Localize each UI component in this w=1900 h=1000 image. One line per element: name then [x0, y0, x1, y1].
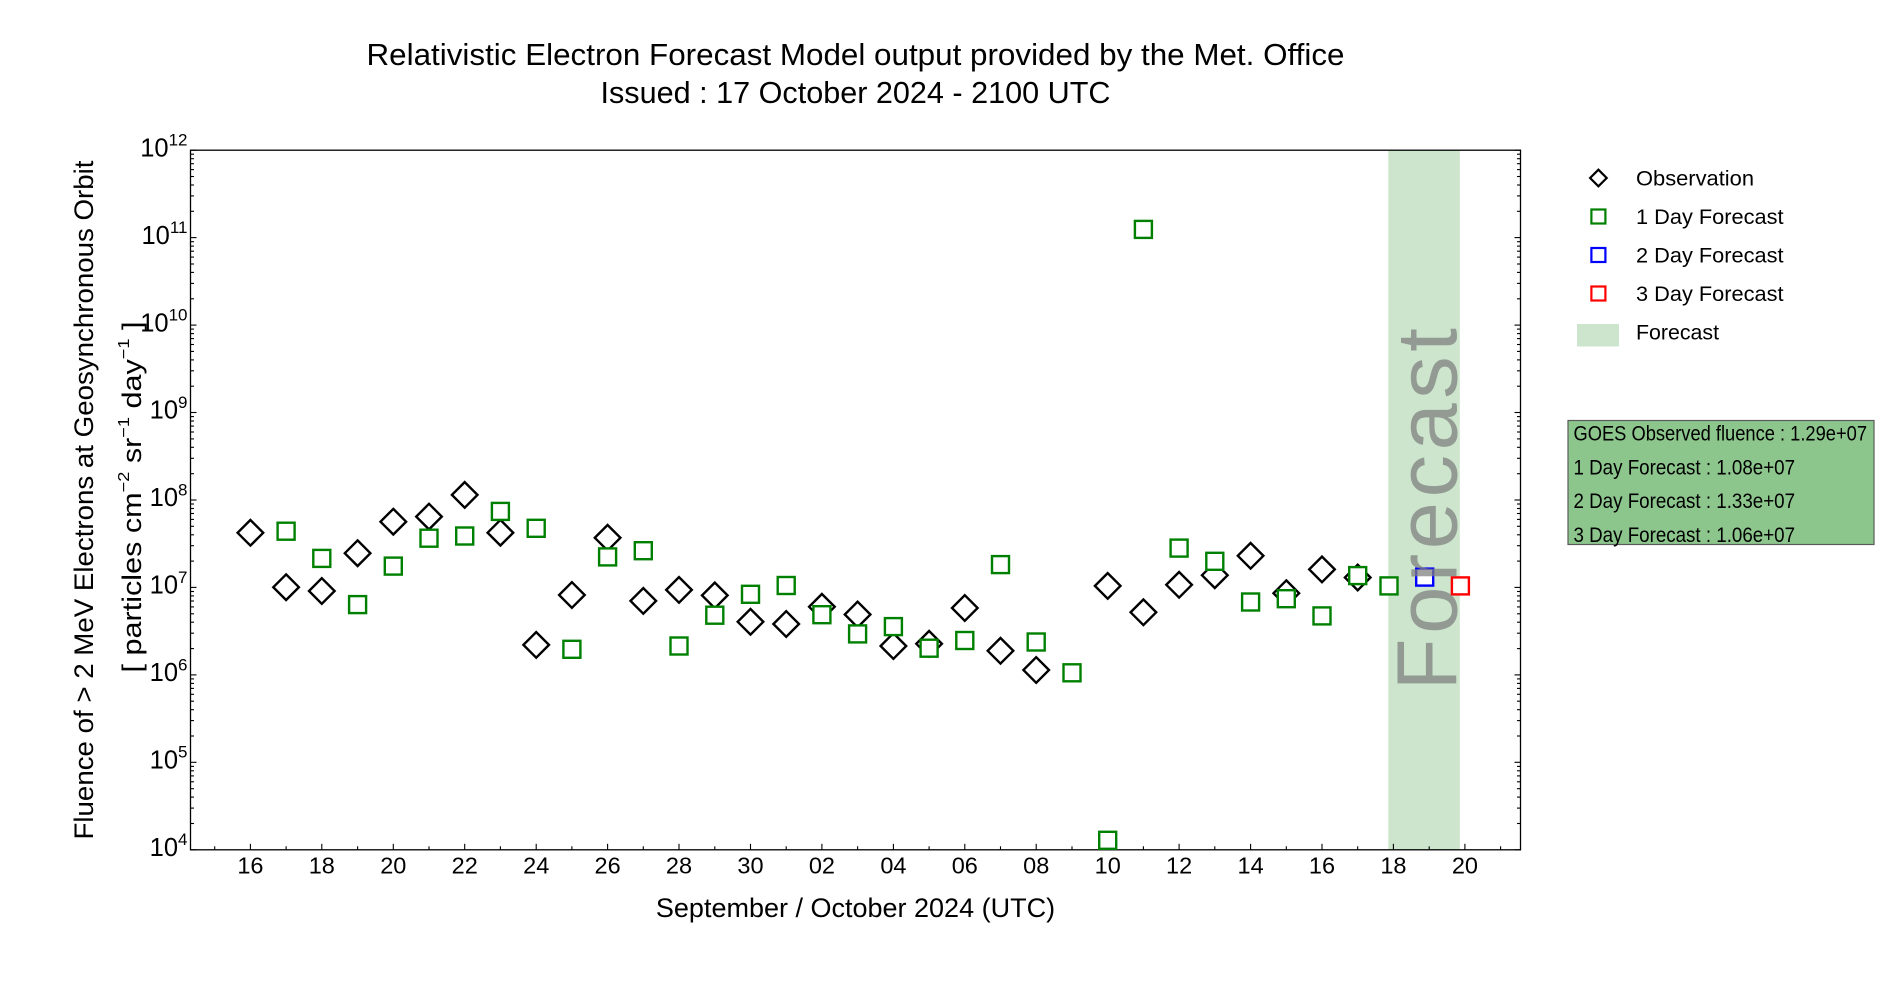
svg-text:Fluence of > 2 MeV Electrons a: Fluence of > 2 MeV Electrons at Geosynch…: [69, 160, 99, 839]
svg-text:08: 08: [1023, 853, 1049, 879]
svg-text:2 Day Forecast : 1.33e+07: 2 Day Forecast : 1.33e+07: [1574, 490, 1796, 513]
svg-text:30: 30: [737, 853, 763, 879]
svg-text:14: 14: [1238, 853, 1264, 879]
svg-text:3 Day Forecast : 1.06e+07: 3 Day Forecast : 1.06e+07: [1574, 524, 1796, 547]
svg-text:Observation: Observation: [1636, 168, 1754, 191]
svg-text:Forecast: Forecast: [1381, 324, 1476, 691]
svg-text:Relativistic Electron Forecast: Relativistic Electron Forecast Model out…: [367, 37, 1345, 72]
svg-text:1 Day Forecast : 1.08e+07: 1 Day Forecast : 1.08e+07: [1574, 456, 1796, 479]
svg-text:22: 22: [452, 853, 478, 879]
svg-text:24: 24: [523, 853, 549, 879]
svg-text:18: 18: [309, 853, 335, 879]
svg-text:06: 06: [952, 853, 978, 879]
svg-text:26: 26: [595, 853, 621, 879]
svg-text:10: 10: [1095, 853, 1121, 879]
svg-text:3 Day Forecast: 3 Day Forecast: [1636, 283, 1784, 306]
svg-text:20: 20: [1452, 853, 1478, 879]
svg-text:20: 20: [380, 853, 406, 879]
svg-text:04: 04: [880, 853, 906, 879]
svg-text:18: 18: [1380, 853, 1406, 879]
svg-text:16: 16: [237, 853, 263, 879]
svg-text:Forecast: Forecast: [1636, 322, 1719, 345]
svg-text:2 Day Forecast: 2 Day Forecast: [1636, 245, 1784, 268]
svg-text:1 Day Forecast: 1 Day Forecast: [1636, 206, 1784, 229]
svg-text:1011: 1011: [141, 218, 187, 250]
svg-text:GOES Observed fluence : 1.29e+: GOES Observed fluence : 1.29e+07: [1574, 423, 1868, 446]
svg-text:108: 108: [150, 480, 188, 512]
svg-text:28: 28: [666, 853, 692, 879]
svg-text:16: 16: [1309, 853, 1335, 879]
svg-text:12: 12: [1166, 853, 1192, 879]
svg-text:02: 02: [809, 853, 835, 879]
svg-text:September / October 2024 (UTC): September / October 2024 (UTC): [656, 893, 1055, 923]
svg-text:[ particles cm−2 sr−1 day−1 ]: [ particles cm−2 sr−1 day−1 ]: [116, 322, 147, 673]
svg-text:Issued : 17 October 2024 - 210: Issued : 17 October 2024 - 2100 UTC: [601, 75, 1111, 110]
